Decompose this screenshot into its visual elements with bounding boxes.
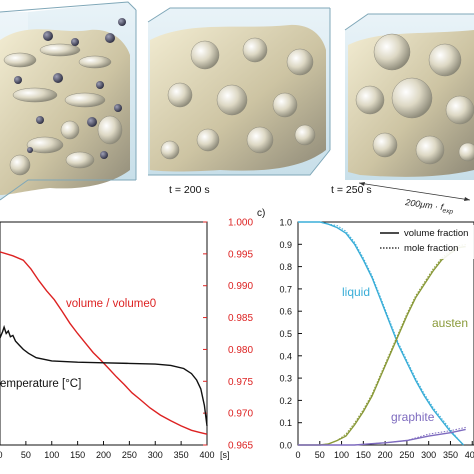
panel-label-c: c): [257, 208, 265, 219]
chart-b-x-unit: [s]: [220, 450, 230, 460]
chart-c-y-tick-label: 0.8: [279, 262, 292, 272]
chart-b-x-tick-label: 50: [21, 450, 31, 460]
chart-c-y-tick-label: 1.0: [279, 218, 292, 228]
chart-c-y-tick-label: 0.6: [279, 307, 292, 317]
series-line-temperature: [0, 324, 208, 426]
chart-b-y-tick-label: 0.965: [228, 441, 253, 452]
chart-b-x-tick-label: 150: [70, 450, 85, 460]
chart-b-series: [0, 251, 208, 435]
chart-c-x-tick-label: 100: [334, 450, 349, 460]
label-graphite: graphite: [391, 410, 435, 424]
scale-arrow-right: [464, 197, 470, 201]
chart-b-x-tick-label: 400: [199, 450, 214, 460]
scale-label: 200μm · fexp: [403, 197, 454, 216]
chart-c-x-tick-label: 400: [465, 450, 474, 460]
chart-c-x-tick-label: 150: [356, 450, 371, 460]
series-dotted-graphite: [298, 426, 466, 446]
chart-b-y-tick-label: 0.985: [228, 313, 253, 324]
chart-c-x-tick-label: 0: [295, 450, 300, 460]
legend-mole-fraction: mole fraction: [404, 243, 458, 254]
series-line-austenite: [298, 245, 466, 446]
chart-b-x-tick-label: 0: [0, 450, 3, 460]
chart-phase-fractions: c) 0 50 100 150 200 250 300 350 400 0.0 0.1 0.2 0.3…: [257, 208, 474, 460]
sim-panel-1: [0, 1, 137, 201]
chart-volume-temperature: 0 50 100 150 200 250 300 350 400 1.000 0.995 0.990…: [0, 218, 253, 460]
chart-b-y-ticks-right: 1.000 0.995 0.990 0.985 0.980 0.975 0.970 0.965: [203, 218, 253, 452]
label-volume-series: volume / volume0: [66, 298, 156, 310]
chart-b-x-ticks: 0 50 100 150 200 250 300 350 400: [0, 441, 215, 460]
label-austenite: austen: [432, 316, 468, 330]
scale-bar: [358, 182, 471, 201]
scale-arrow-left: [359, 182, 365, 186]
chart-b-x-tick-label: 200: [96, 450, 111, 460]
series-dotted-austenite: [298, 244, 466, 446]
chart-b-y-tick-label: 0.975: [228, 377, 253, 388]
chart-b-y-tick-label: 0.995: [228, 249, 253, 260]
chart-c-x-tick-label: 200: [378, 450, 393, 460]
chart-c-y-tick-label: 0.3: [279, 374, 292, 384]
chart-c-legend: volume fraction mole fraction: [366, 225, 474, 259]
chart-c-y-tick-label: 0.1: [279, 418, 292, 428]
label-temperature-series: emperature [°C]: [0, 378, 81, 390]
chart-b-y-tick-label: 0.990: [228, 281, 253, 292]
chart-c-y-tick-label: 0.0: [279, 441, 292, 451]
label-liquid: liquid: [342, 285, 370, 299]
chart-c-y-tick-label: 0.2: [279, 396, 292, 406]
chart-c-y-ticks: 0.0 0.1 0.2 0.3 0.4 0.5 0.6 0.7 0.8 0.9 1.0: [279, 218, 302, 451]
chart-c-y-tick-label: 0.7: [279, 284, 292, 294]
series-dotted-liquid: [298, 221, 464, 446]
chart-b-x-tick-label: 300: [148, 450, 163, 460]
series-line-liquid: [298, 221, 465, 446]
chart-b-y-tick-label: 0.970: [228, 409, 253, 420]
chart-c-y-tick-label: 0.9: [279, 240, 292, 250]
time-label-200: t = 200 s: [169, 184, 210, 196]
legend-volume-fraction: volume fraction: [404, 228, 468, 239]
chart-c-x-tick-label: 350: [443, 450, 458, 460]
series-line-volume: [0, 251, 208, 435]
series-line-graphite: [298, 428, 466, 446]
chart-c-x-tick-label: 50: [315, 450, 325, 460]
chart-c-y-tick-label: 0.5: [279, 329, 292, 339]
chart-b-y-tick-label: 1.000: [228, 218, 253, 229]
chart-b-frame: [0, 221, 208, 446]
chart-b-x-tick-label: 100: [44, 450, 59, 460]
chart-b-x-tick-label: 250: [122, 450, 137, 460]
chart-b-y-tick-label: 0.980: [228, 345, 253, 356]
chart-c-y-tick-label: 0.4: [279, 351, 292, 361]
chart-c-x-ticks: 0 50 100 150 200 250 300 350 400: [295, 441, 474, 460]
chart-b-x-tick-label: 350: [174, 450, 189, 460]
sim-panel-2: t = 200 s: [147, 7, 331, 196]
chart-c-x-tick-label: 250: [399, 450, 414, 460]
sim-panel-3: t = 250 s 200μm · fexp: [331, 13, 474, 216]
chart-c-x-tick-label: 300: [421, 450, 436, 460]
time-label-250: t = 250 s: [331, 184, 372, 196]
